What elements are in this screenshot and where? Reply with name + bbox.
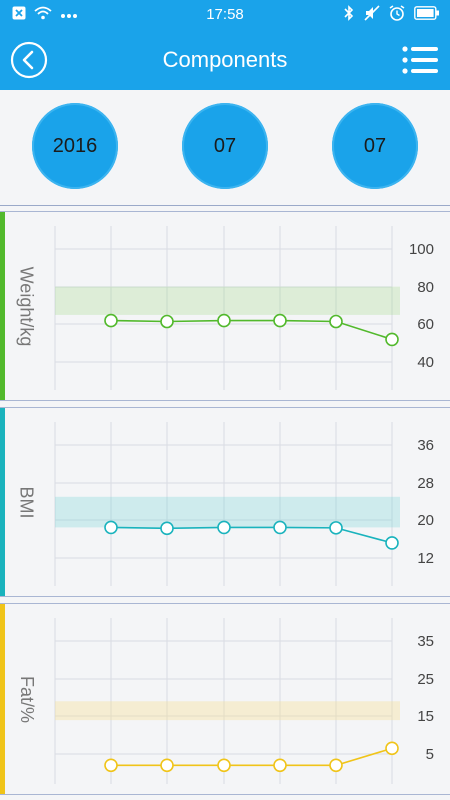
mute-icon — [364, 4, 380, 26]
bmi-chart: 36 28 20 12 — [54, 422, 434, 586]
bmi-data-point[interactable] — [329, 521, 343, 535]
weight-tick-label: 100 — [409, 241, 434, 258]
fat-series-line — [111, 747, 393, 767]
fat-tick-label: 35 — [417, 633, 434, 650]
year-selector[interactable]: 2016 — [32, 103, 118, 189]
weight-data-point[interactable] — [329, 314, 343, 329]
fat-chart: 35 25 15 5 — [54, 618, 434, 784]
weight-chart: 100 80 60 40 — [54, 226, 434, 390]
weight-data-point[interactable] — [217, 313, 231, 328]
weight-tick-label: 80 — [417, 279, 434, 296]
list-menu-icon — [402, 46, 438, 74]
bmi-tick-label: 20 — [417, 512, 434, 529]
date-selector: 2016 07 07 — [0, 90, 450, 206]
page-title: Components — [162, 47, 288, 72]
app-header: Components — [0, 30, 450, 90]
bmi-data-point[interactable] — [160, 521, 174, 536]
weight-data-point[interactable] — [273, 313, 287, 328]
fat-tick-label: 5 — [426, 746, 434, 763]
month-selector[interactable]: 07 — [182, 103, 268, 189]
bmi-data-point[interactable] — [385, 536, 399, 550]
fat-tick-label: 15 — [417, 708, 434, 725]
fat-accent-bar — [0, 604, 5, 794]
notification-x-icon — [12, 6, 26, 25]
back-circle-icon — [10, 41, 48, 79]
status-time: 17:58 — [206, 6, 244, 23]
bmi-tick-label: 36 — [417, 437, 434, 454]
bluetooth-icon — [343, 4, 355, 26]
weight-tick-label: 40 — [417, 354, 434, 371]
back-button[interactable] — [10, 41, 48, 79]
fat-data-point[interactable] — [160, 758, 174, 773]
fat-data-point[interactable] — [385, 741, 399, 756]
battery-icon — [414, 5, 440, 25]
weight-data-point[interactable] — [385, 332, 399, 347]
fat-data-point[interactable] — [329, 758, 343, 773]
fat-chart-panel: Fat/% 35 25 15 5 — [0, 603, 450, 795]
bmi-tick-label: 12 — [417, 550, 434, 567]
fat-tick-label: 25 — [417, 671, 434, 688]
alarm-icon — [389, 4, 405, 26]
weight-chart-panel: Weight/kg 100 80 60 40 — [0, 211, 450, 401]
weight-data-point[interactable] — [160, 314, 174, 329]
day-selector[interactable]: 07 — [332, 103, 418, 189]
menu-button[interactable] — [402, 45, 438, 75]
bmi-data-point[interactable] — [273, 520, 287, 535]
fat-data-point[interactable] — [217, 758, 231, 773]
status-bar: 17:58 — [0, 0, 450, 30]
wifi-icon — [34, 6, 52, 25]
weight-normal-range-band — [55, 286, 400, 315]
fat-data-point[interactable] — [104, 758, 118, 773]
fat-normal-range-band — [55, 701, 400, 721]
weight-tick-label: 60 — [417, 316, 434, 333]
bmi-tick-label: 28 — [417, 475, 434, 492]
weight-accent-bar — [0, 212, 5, 400]
bmi-data-point[interactable] — [217, 520, 231, 535]
bmi-series-line — [110, 526, 393, 544]
weight-series-line — [110, 319, 393, 341]
fat-data-point[interactable] — [273, 758, 287, 773]
weight-data-point[interactable] — [104, 313, 118, 328]
bmi-accent-bar — [0, 408, 5, 596]
bmi-chart-panel: BMI 36 28 20 12 — [0, 407, 450, 597]
bmi-data-point[interactable] — [104, 520, 118, 535]
more-dots-icon — [60, 6, 78, 24]
